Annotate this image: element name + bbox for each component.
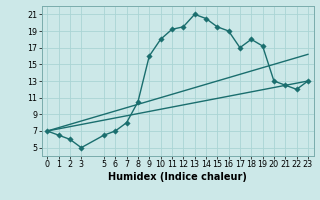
X-axis label: Humidex (Indice chaleur): Humidex (Indice chaleur)	[108, 172, 247, 182]
